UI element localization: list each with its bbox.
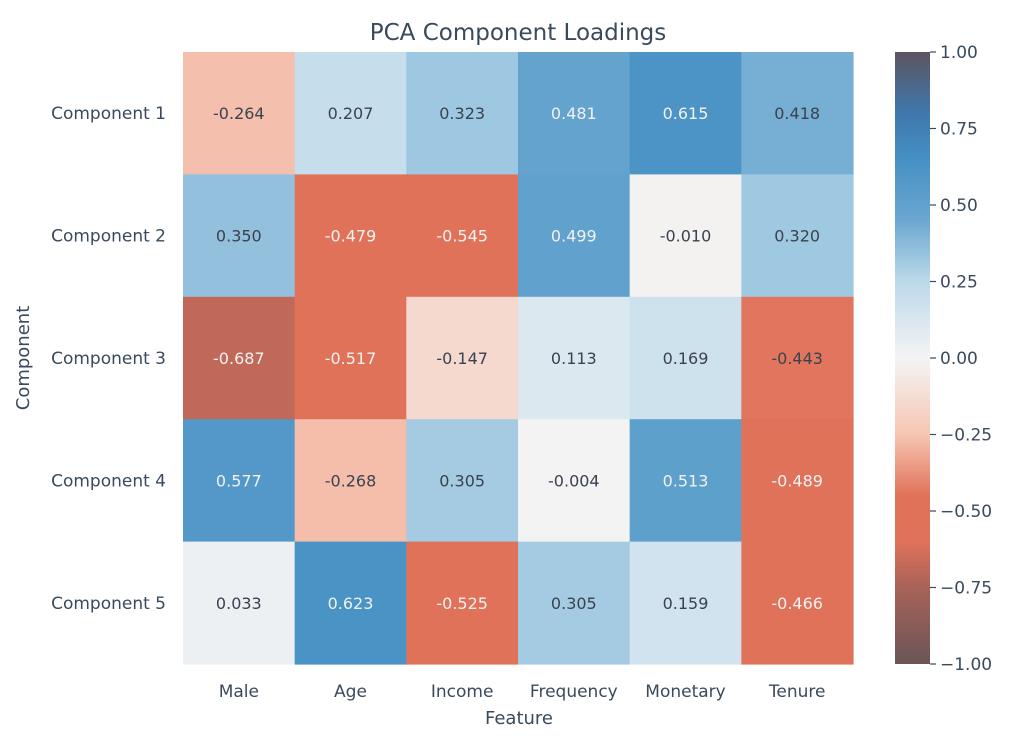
heatmap-cell-label: 0.033 <box>216 594 262 613</box>
heatmap-cell-label: 0.615 <box>663 104 709 123</box>
heatmap-cell <box>741 296 854 420</box>
heatmap-cell <box>183 52 296 175</box>
y-tick-label: Component 4 <box>51 471 166 491</box>
heatmap-cell <box>518 52 631 175</box>
colorbar-tick-label: −0.25 <box>940 426 992 446</box>
heatmap-cell-label: 0.513 <box>663 471 709 490</box>
heatmap-cell <box>294 174 407 298</box>
heatmap-cell <box>741 174 854 298</box>
heatmap-cell-label: -0.268 <box>325 471 377 490</box>
heatmap-cell-label: 0.499 <box>551 227 597 246</box>
heatmap-cell-label: 0.169 <box>663 349 709 368</box>
heatmap-cell <box>629 174 742 298</box>
heatmap-cell <box>294 296 407 420</box>
heatmap-cell <box>629 52 742 175</box>
heatmap-cell-label: -0.479 <box>325 227 377 246</box>
x-tick-label: Age <box>334 682 367 702</box>
colorbar-tick-label: 1.00 <box>940 43 978 63</box>
x-tick-label: Monetary <box>645 682 725 702</box>
heatmap-cell <box>518 174 631 298</box>
heatmap-cell-label: 0.481 <box>551 104 597 123</box>
heatmap-cell-labels: -0.264 0.207 0.323 0.481 0.615 0.418 0.350 -0.4… <box>213 104 823 613</box>
y-tick-label: Component 1 <box>51 104 166 124</box>
heatmap-cell-label: -0.687 <box>213 349 265 368</box>
heatmap-cell <box>406 541 519 665</box>
heatmap-cell <box>183 174 296 298</box>
heatmap-cell <box>629 541 742 665</box>
heatmap-cell-label: 0.418 <box>774 104 820 123</box>
heatmap-cell <box>406 174 519 298</box>
x-tick-labels: Male Age Income Frequency Monetary Tenure <box>219 682 826 702</box>
colorbar-ticks: 1.00 0.75 0.50 0.25 0.00 −0.25 −0.50 −0.75 −1.00 <box>930 43 992 675</box>
colorbar-tick-label: −0.50 <box>940 502 992 522</box>
heatmap-cell-label: 0.207 <box>328 104 374 123</box>
heatmap-cell <box>183 296 296 420</box>
y-tick-label: Component 2 <box>51 227 166 247</box>
colorbar: 1.00 0.75 0.50 0.25 0.00 −0.25 −0.50 −0.75 −1.00 <box>895 43 992 675</box>
x-tick-label: Tenure <box>768 682 826 702</box>
heatmap-cell <box>741 52 854 175</box>
heatmap-cell-label: 0.623 <box>328 594 374 613</box>
heatmap-cell <box>406 296 519 420</box>
y-tick-label: Component 3 <box>51 349 166 369</box>
heatmap-cell <box>294 419 407 543</box>
heatmap-cell-label: 0.323 <box>439 104 485 123</box>
x-tick-label: Male <box>219 682 259 702</box>
heatmap-cell <box>518 296 631 420</box>
colorbar-tick-label: 0.00 <box>940 349 978 369</box>
heatmap-cell-label: 0.305 <box>439 471 485 490</box>
heatmap-cell <box>294 541 407 665</box>
heatmap-cell <box>741 541 854 665</box>
heatmap-cell-label: -0.545 <box>436 227 488 246</box>
colorbar-tick-label: −0.75 <box>940 579 992 599</box>
colorbar-tick-label: −1.00 <box>940 655 992 675</box>
colorbar-gradient <box>895 52 930 664</box>
heatmap-cell-label: -0.010 <box>660 227 712 246</box>
heatmap-cell <box>518 541 631 665</box>
chart-title: PCA Component Loadings <box>370 20 667 46</box>
colorbar-tick-label: 0.50 <box>940 196 978 216</box>
heatmap-cells <box>183 52 854 665</box>
heatmap-cell <box>406 52 519 175</box>
heatmap-cell <box>629 296 742 420</box>
heatmap-cell-label: -0.525 <box>436 594 488 613</box>
heatmap-cell-label: -0.517 <box>325 349 377 368</box>
x-tick-label: Frequency <box>530 682 618 702</box>
heatmap-cell <box>518 419 631 543</box>
heatmap-cell-label: 0.305 <box>551 594 597 613</box>
heatmap-cell-label: -0.264 <box>213 104 265 123</box>
colorbar-tick-label: 0.75 <box>940 120 978 140</box>
heatmap-cell-label: -0.466 <box>771 594 823 613</box>
heatmap-cell <box>183 541 296 665</box>
heatmap-cell <box>406 419 519 543</box>
colorbar-tick-label: 0.25 <box>940 273 978 293</box>
heatmap-cell-label: 0.350 <box>216 227 262 246</box>
heatmap-cell <box>741 419 854 543</box>
heatmap-cell-label: 0.159 <box>663 594 709 613</box>
y-tick-label: Component 5 <box>51 594 166 614</box>
heatmap-cell <box>294 52 407 175</box>
heatmap-cell-label: -0.147 <box>436 349 488 368</box>
heatmap-cell-label: -0.443 <box>771 349 823 368</box>
heatmap-cell <box>183 419 296 543</box>
heatmap-cell <box>629 419 742 543</box>
heatmap-cell-label: -0.489 <box>771 471 823 490</box>
heatmap-cell-label: -0.004 <box>548 471 600 490</box>
y-axis-title: Component <box>13 306 34 411</box>
x-tick-label: Income <box>431 682 494 702</box>
x-axis-title: Feature <box>485 708 553 729</box>
heatmap-cell-label: 0.113 <box>551 349 597 368</box>
y-tick-labels: Component 1 Component 2 Component 3 Compone… <box>51 104 166 614</box>
heatmap-cell-label: 0.577 <box>216 471 262 490</box>
heatmap-cell-label: 0.320 <box>774 227 820 246</box>
